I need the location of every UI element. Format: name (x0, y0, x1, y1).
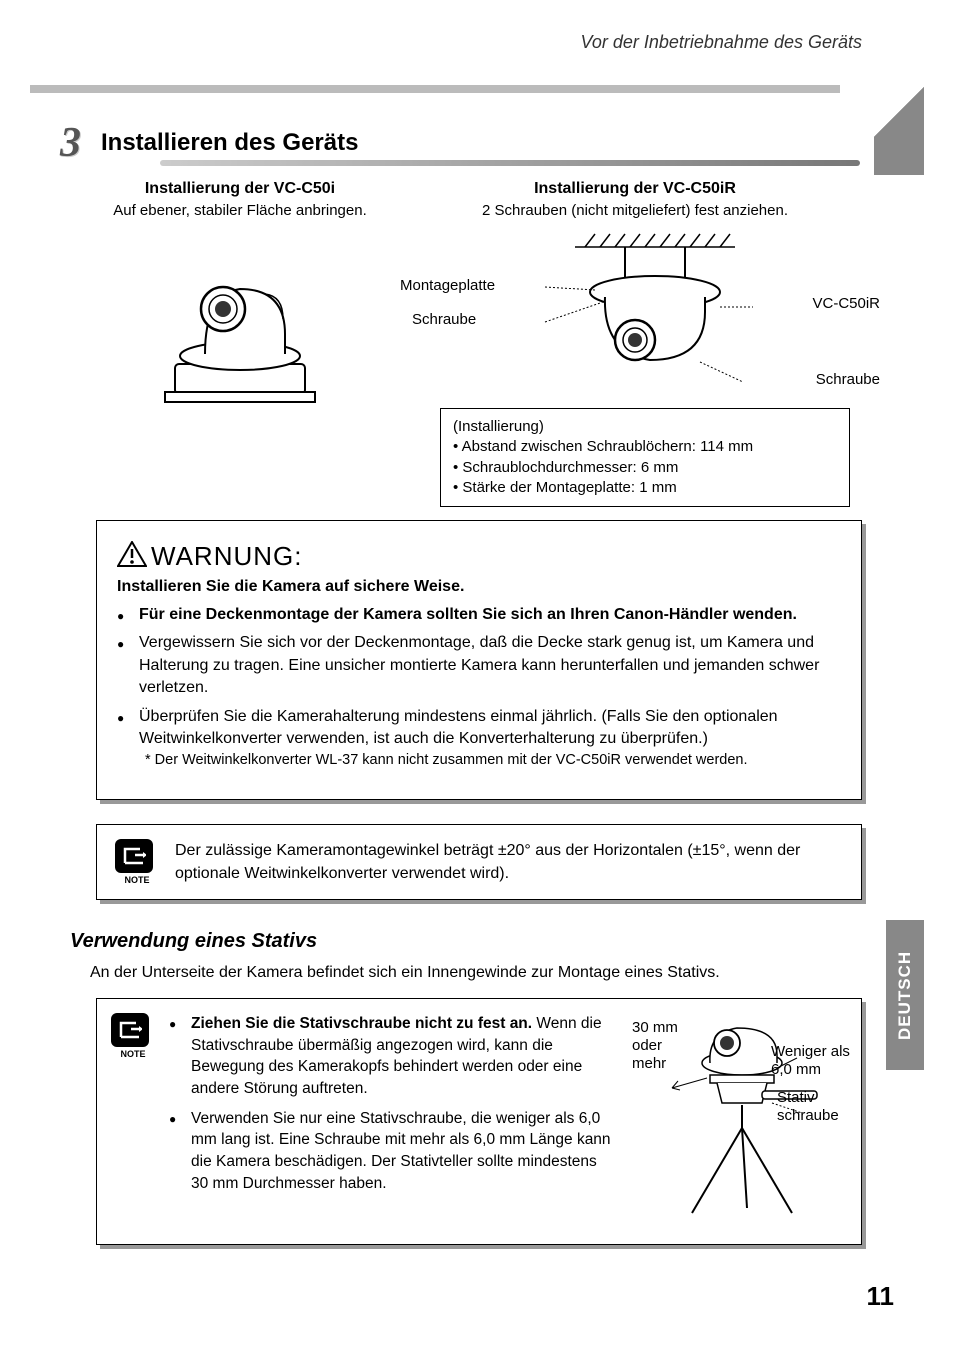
install-column-c50ir: Installierung der VC-C50iR 2 Schrauben (… (410, 180, 860, 409)
label-screw-left: Schraube (412, 311, 476, 328)
note-icon (115, 839, 153, 873)
spec-line-2: Schraublochdurchmesser: 6 mm (462, 459, 678, 476)
tripod-list: Ziehen Sie die Stativschraube nicht zu f… (169, 1013, 618, 1226)
note-label: NOTE (120, 1049, 145, 1059)
note-angle-text: Der zulässige Kameramontagewinkel beträg… (175, 839, 843, 885)
tripod-item-1-lead: Ziehen Sie die Stativschraube nicht zu f… (191, 1015, 532, 1032)
corner-decoration (874, 55, 924, 175)
diagram-c50i (70, 229, 410, 409)
warn-item-3: Überprüfen Sie die Kamerahalterung minde… (139, 708, 778, 747)
tripod-label-right-bottom: Stativ schraube (777, 1089, 847, 1125)
tripod-label-right-top: Weniger als 6,0 mm (771, 1043, 853, 1079)
tripod-label-left: 30 mm oder mehr (632, 1019, 687, 1073)
label-screw-right: Schraube (816, 371, 880, 388)
subsection-title: Verwendung eines Stativs (70, 930, 317, 953)
section-underline (160, 160, 860, 166)
subsection-desc: An der Unterseite der Kamera befindet si… (90, 964, 720, 982)
header-divider (30, 85, 840, 93)
spec-line-1: Abstand zwischen Schraublöchern: 114 mm (462, 438, 754, 455)
spec-title: (Installierung) (453, 418, 544, 435)
running-head: Vor der Inbetriebnahme des Geräts (581, 32, 863, 53)
section-title: Installieren des Geräts (101, 129, 860, 157)
label-model: VC-C50iR (812, 295, 880, 312)
page-number: 11 (867, 1281, 895, 1312)
tripod-note-box: NOTE Ziehen Sie die Stativschraube nicht… (96, 998, 862, 1245)
tripod-diagram: 30 mm oder mehr Weniger als 6,0 mm Stati… (632, 1013, 847, 1226)
warning-subtitle: Installieren Sie die Kamera auf sichere … (117, 578, 841, 596)
spec-line-3: Stärke der Montageplatte: 1 mm (462, 479, 676, 496)
note-icon (111, 1013, 149, 1047)
install-c50ir-desc: 2 Schrauben (nicht mitgeliefert) fest an… (410, 202, 860, 219)
note-label: NOTE (124, 875, 149, 885)
warn-item-2: Vergewissern Sie sich vor der Deckenmont… (139, 634, 819, 696)
diagram-c50ir: Montageplatte Schraube VC-C50iR Schraube (410, 229, 860, 409)
language-tab: DEUTSCH (886, 920, 924, 1070)
warn-footnote: * Der Weitwinkelkonverter WL-37 kann nic… (145, 750, 841, 770)
install-column-c50i: Installierung der VC-C50i Auf ebener, st… (70, 180, 410, 409)
warning-title: WARNUNG: (151, 541, 302, 572)
section-number: 3 (60, 119, 81, 167)
warning-icon (117, 541, 147, 567)
spec-box: (Installierung) • Abstand zwischen Schra… (440, 408, 850, 507)
install-c50i-title: Installierung der VC-C50i (70, 180, 410, 198)
label-plate: Montageplatte (400, 277, 495, 294)
install-c50ir-title: Installierung der VC-C50iR (410, 180, 860, 198)
tripod-item-2: Verwenden Sie nur eine Stativschraube, d… (191, 1110, 611, 1192)
section-header: 3 Installieren des Geräts (60, 124, 860, 162)
note-box-angle: NOTE Der zulässige Kameramontagewinkel b… (96, 824, 862, 900)
install-c50i-desc: Auf ebener, stabiler Fläche anbringen. (70, 202, 410, 219)
warning-box: WARNUNG: Installieren Sie die Kamera auf… (96, 520, 862, 800)
warn-item-1: Für eine Deckenmontage der Kamera sollte… (139, 606, 797, 623)
warning-list: Für eine Deckenmontage der Kamera sollte… (117, 604, 841, 771)
